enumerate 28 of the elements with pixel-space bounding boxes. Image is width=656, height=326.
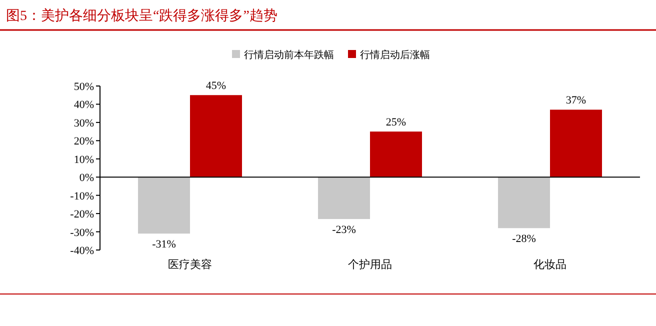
y-tick-label: 0% <box>79 172 94 184</box>
bar <box>138 177 190 234</box>
title: 图5：美护各细分板块呈“跌得多涨得多”趋势 <box>6 9 278 24</box>
data-label: -31% <box>152 238 176 251</box>
bar <box>498 177 550 228</box>
y-tick-label: -10% <box>70 190 94 202</box>
bar <box>190 95 242 178</box>
data-label: 25% <box>386 116 406 129</box>
y-tick-label: 50% <box>74 81 94 93</box>
bar <box>370 132 422 178</box>
y-tick-label: 40% <box>74 99 94 112</box>
x-tick-label: 个护用品 <box>348 258 392 271</box>
y-tick-label: -30% <box>70 226 94 239</box>
bar <box>318 177 370 220</box>
legend-label: 行情启动前本年跌幅 <box>244 49 334 61</box>
y-tick-label: 10% <box>74 154 94 166</box>
y-tick-label: -20% <box>70 208 94 221</box>
y-tick-label: 20% <box>74 136 94 148</box>
bar <box>550 110 602 178</box>
y-tick-label: -40% <box>70 245 94 257</box>
data-label: 37% <box>566 94 586 107</box>
data-label: -28% <box>512 233 536 246</box>
y-tick-label: 30% <box>74 117 94 130</box>
x-tick-label: 化妆品 <box>534 259 566 271</box>
data-label: 45% <box>206 80 226 92</box>
legend-label: 行情启动后涨幅 <box>360 49 430 61</box>
x-tick-label: 医疗美容 <box>168 258 212 271</box>
data-label: -23% <box>332 224 356 236</box>
